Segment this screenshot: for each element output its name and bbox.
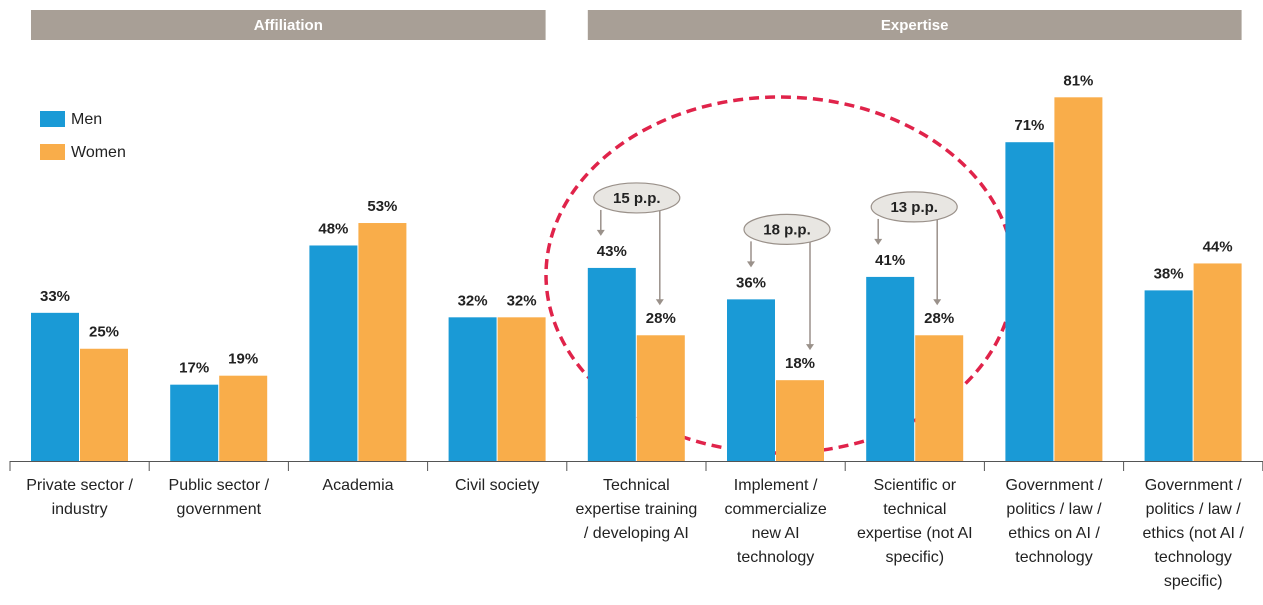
value-label: 32% <box>458 292 488 309</box>
group-label: Affiliation <box>254 17 323 34</box>
value-label: 19% <box>228 351 258 368</box>
annotation-arrowhead <box>806 344 814 351</box>
x-tick-label: Technical expertise training / developin… <box>575 477 698 542</box>
value-label: 18% <box>785 355 815 372</box>
bar <box>1193 263 1242 461</box>
value-label: 53% <box>367 198 397 215</box>
annotation-label: 18 p.p. <box>763 221 811 238</box>
annotation-label: 13 p.p. <box>890 199 938 216</box>
bar <box>587 267 636 461</box>
annotation-pill <box>593 182 681 214</box>
value-label: 43% <box>597 243 627 260</box>
legend-swatch <box>40 144 65 160</box>
annotation-arrowhead <box>747 261 755 268</box>
value-label: 32% <box>507 292 537 309</box>
annotation-label: 15 p.p. <box>613 190 661 207</box>
x-tick-label: Private sector / industry <box>26 477 133 518</box>
value-label: 33% <box>40 288 70 305</box>
value-label: 25% <box>89 324 119 341</box>
legend-label: Women <box>71 144 126 161</box>
group-header <box>31 10 546 40</box>
value-label: 48% <box>318 220 348 237</box>
annotation-pill <box>870 191 958 223</box>
value-label: 41% <box>875 252 905 269</box>
x-tick-label: Academia <box>322 477 394 494</box>
bar <box>170 384 219 461</box>
x-tick-label: Government / politics / law / ethics (no… <box>1142 477 1244 590</box>
value-label: 44% <box>1203 238 1233 255</box>
group-label: Expertise <box>881 17 949 34</box>
x-tick-label: Government / politics / law / ethics on … <box>1005 477 1103 566</box>
bar <box>776 380 824 461</box>
bar <box>727 299 775 461</box>
x-tick-label: Civil society <box>454 477 540 494</box>
value-label: 17% <box>179 360 209 377</box>
bar <box>866 276 915 461</box>
bar <box>1054 97 1103 461</box>
bar <box>1005 142 1054 461</box>
annotation-arrowhead <box>874 238 883 245</box>
x-tick-label: Public sector / government <box>168 477 270 518</box>
bar <box>448 317 497 461</box>
value-label: 81% <box>1063 72 1093 89</box>
annotation-arrowhead <box>596 229 605 236</box>
annotation-arrowhead <box>655 299 664 306</box>
bar <box>915 335 964 461</box>
value-label: 28% <box>646 310 676 327</box>
bar <box>497 317 546 461</box>
annotation-pill <box>743 213 831 245</box>
bar <box>80 348 128 461</box>
bar <box>309 245 358 461</box>
group-header <box>587 10 1242 40</box>
bar <box>358 223 407 461</box>
value-label: 71% <box>1014 117 1044 134</box>
legend-swatch <box>40 111 65 127</box>
x-tick-label: Scientific or technical expertise (not A… <box>856 477 973 566</box>
x-tick-label: Implement / commercialize new AI technol… <box>724 477 827 566</box>
legend-label: Men <box>71 111 102 128</box>
value-label: 28% <box>924 310 954 327</box>
value-label: 38% <box>1154 265 1184 282</box>
annotation-arrowhead <box>933 299 942 306</box>
bar <box>31 312 79 461</box>
bar <box>219 375 268 461</box>
value-label: 36% <box>736 274 766 291</box>
bar <box>1144 290 1193 461</box>
bar <box>636 335 685 461</box>
